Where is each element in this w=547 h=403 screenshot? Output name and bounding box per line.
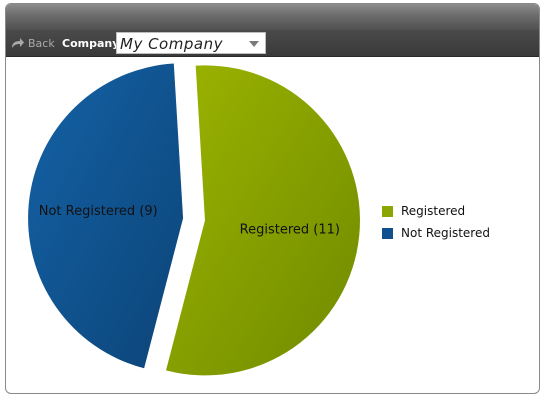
chart-area: Registered (11) Not Registered (9) Regist… [6,57,539,393]
chevron-down-icon[interactable] [249,41,259,47]
slice-label-registered: Registered (11) [240,223,340,238]
legend-item-not-registered: Not Registered [382,222,490,244]
legend-swatch-registered [382,205,393,217]
pie-chart: Registered (11) Not Registered (9) [28,63,360,376]
app-window: Back Company My Company Registered (11) N… [5,3,540,394]
legend-label-not-registered: Not Registered [401,226,490,240]
slice-label-not-registered: Not Registered (9) [39,204,158,219]
back-arrow-icon [12,38,24,48]
title-bar [6,4,539,30]
toolbar: Back Company My Company [6,30,539,57]
company-select-value: My Company [120,35,223,53]
pie-slice-registered[interactable] [166,65,360,376]
chart-legend: Registered Not Registered [382,200,490,244]
back-button[interactable]: Back [11,34,55,52]
legend-swatch-not-registered [382,227,393,239]
back-button-label: Back [28,36,55,50]
legend-label-registered: Registered [401,204,466,218]
company-select[interactable]: My Company [116,32,266,54]
company-label: Company [62,37,120,50]
legend-item-registered: Registered [382,200,490,222]
pie-slice-not-registered[interactable] [28,63,184,369]
